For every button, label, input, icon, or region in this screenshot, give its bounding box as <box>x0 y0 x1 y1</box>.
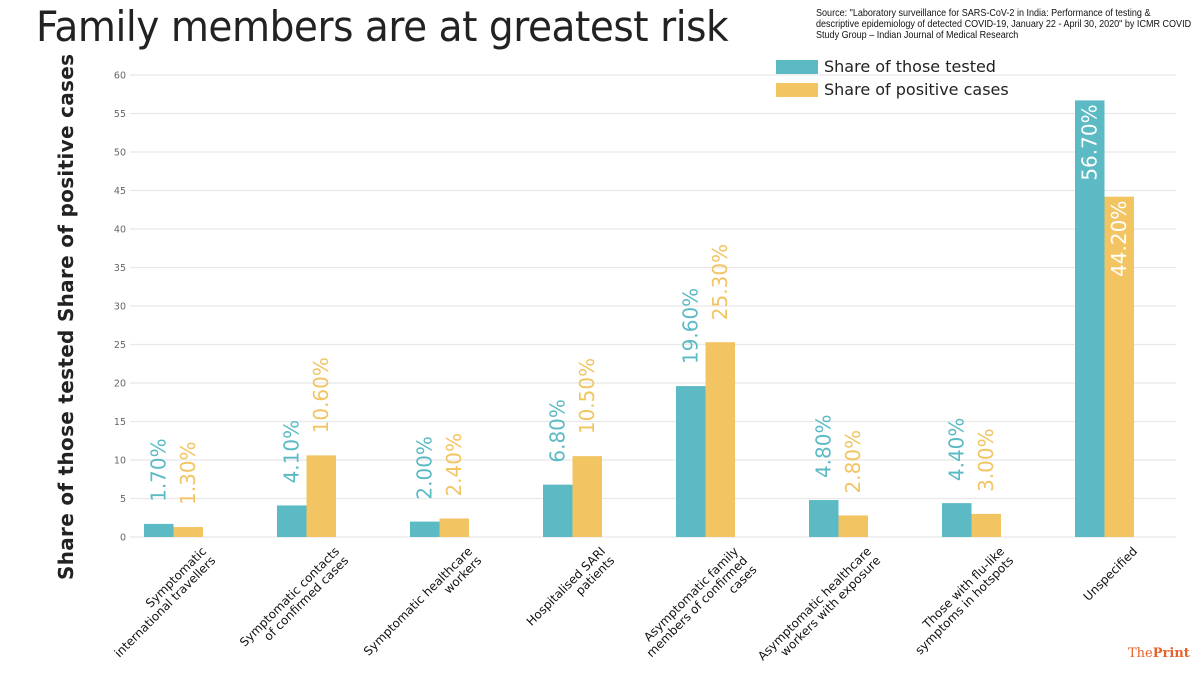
y-tick-label: 45 <box>114 186 126 197</box>
x-category-label: Unspecified <box>1081 544 1140 603</box>
y-tick-label: 15 <box>114 417 126 428</box>
y-tick-label: 50 <box>114 148 126 159</box>
x-category-label-line: Hospitalised SARI <box>524 544 608 628</box>
data-label-positive: 1.30% <box>176 441 200 505</box>
y-tick-label: 55 <box>114 109 126 120</box>
bar-positive <box>1104 196 1134 537</box>
bar-tested <box>942 503 972 537</box>
x-category-label-line: Symptomatic contacts <box>237 544 342 649</box>
bar-positive <box>971 513 1001 537</box>
x-category-label-line: Unspecified <box>1081 544 1140 603</box>
data-label-tested: 19.60% <box>679 288 703 364</box>
legend-swatch-tested <box>776 59 818 74</box>
y-tick-label: 30 <box>114 302 126 313</box>
legend-item-tested: Share of those tested <box>776 57 996 76</box>
y-tick-label: 60 <box>114 71 126 82</box>
data-label-tested: 2.00% <box>413 436 437 500</box>
x-category-label-line: members of confirmed <box>644 553 751 660</box>
x-category-label-line: symptoms in hotspots <box>912 553 1016 657</box>
bar-positive <box>838 515 868 537</box>
data-labels: 1.70% 1.30% 4.10%10.60% 2.00% 2.40% 6.80% 10.5… <box>147 104 1132 505</box>
y-tick-label: 20 <box>114 379 126 390</box>
bar-positive <box>306 455 336 537</box>
x-category-label-line: Symptomatic healthcare <box>361 544 475 658</box>
data-label-tested: 6.80% <box>546 399 570 463</box>
legend-label-positive: Share of positive cases <box>824 80 1009 99</box>
x-category-label-line: Asymptomatic healthcare <box>755 544 874 663</box>
bar-tested <box>676 386 706 537</box>
theprint-logo: ThePrint <box>1128 646 1190 661</box>
bar-positive <box>173 526 203 537</box>
y-axis-ticks: 0 5 10 15 20 25 30 35 40 45 50 55 60 <box>114 71 126 544</box>
bar-tested <box>144 523 174 537</box>
bar-positive <box>705 342 735 537</box>
bar-positive <box>439 518 469 537</box>
y-tick-label: 0 <box>120 533 126 544</box>
y-tick-label: 40 <box>114 225 126 236</box>
gridlines <box>130 74 1176 538</box>
logo-the: The <box>1128 646 1153 661</box>
bar-tested <box>1075 100 1105 537</box>
legend-swatch-positive <box>776 82 818 97</box>
data-label-tested: 56.70% <box>1078 104 1102 180</box>
y-tick-label: 35 <box>114 263 126 274</box>
data-label-positive: 25.30% <box>708 244 732 320</box>
y-tick-label: 25 <box>114 340 126 351</box>
logo-print: Print <box>1152 646 1190 661</box>
chart-title: Family members are at greatest risk <box>36 2 729 51</box>
data-label-tested: 4.10% <box>280 420 304 484</box>
data-label-positive: 3.00% <box>974 428 998 492</box>
bar-positive <box>572 456 602 537</box>
x-category-label-line: international travellers <box>112 553 219 660</box>
data-label-positive: 2.80% <box>841 430 865 494</box>
data-label-tested: 4.80% <box>812 414 836 478</box>
legend-label-tested: Share of those tested <box>824 57 996 76</box>
bar-tested <box>277 505 307 537</box>
x-category-label-line: of confirmed cases <box>261 553 351 643</box>
data-label-tested: 4.40% <box>945 418 969 482</box>
bar-tested <box>410 521 440 537</box>
bars <box>144 100 1134 537</box>
source-note: Source: "Laboratory surveillance for SAR… <box>816 7 1192 41</box>
data-label-positive: 44.20% <box>1107 201 1131 277</box>
x-category-label-line: Those with flu-like <box>919 544 1007 632</box>
bar-tested <box>543 484 573 537</box>
x-category-label-line: Asymptomatic family <box>641 544 741 644</box>
data-label-positive: 2.40% <box>442 433 466 497</box>
y-tick-label: 10 <box>114 456 126 467</box>
bar-tested <box>809 500 839 537</box>
legend-item-positive: Share of positive cases <box>776 80 1009 99</box>
data-label-positive: 10.60% <box>309 357 333 433</box>
data-label-positive: 10.50% <box>575 358 599 434</box>
x-category-label-line: workers with exposure <box>778 553 884 659</box>
y-tick-label: 5 <box>120 494 126 505</box>
data-label-tested: 1.70% <box>147 438 171 502</box>
